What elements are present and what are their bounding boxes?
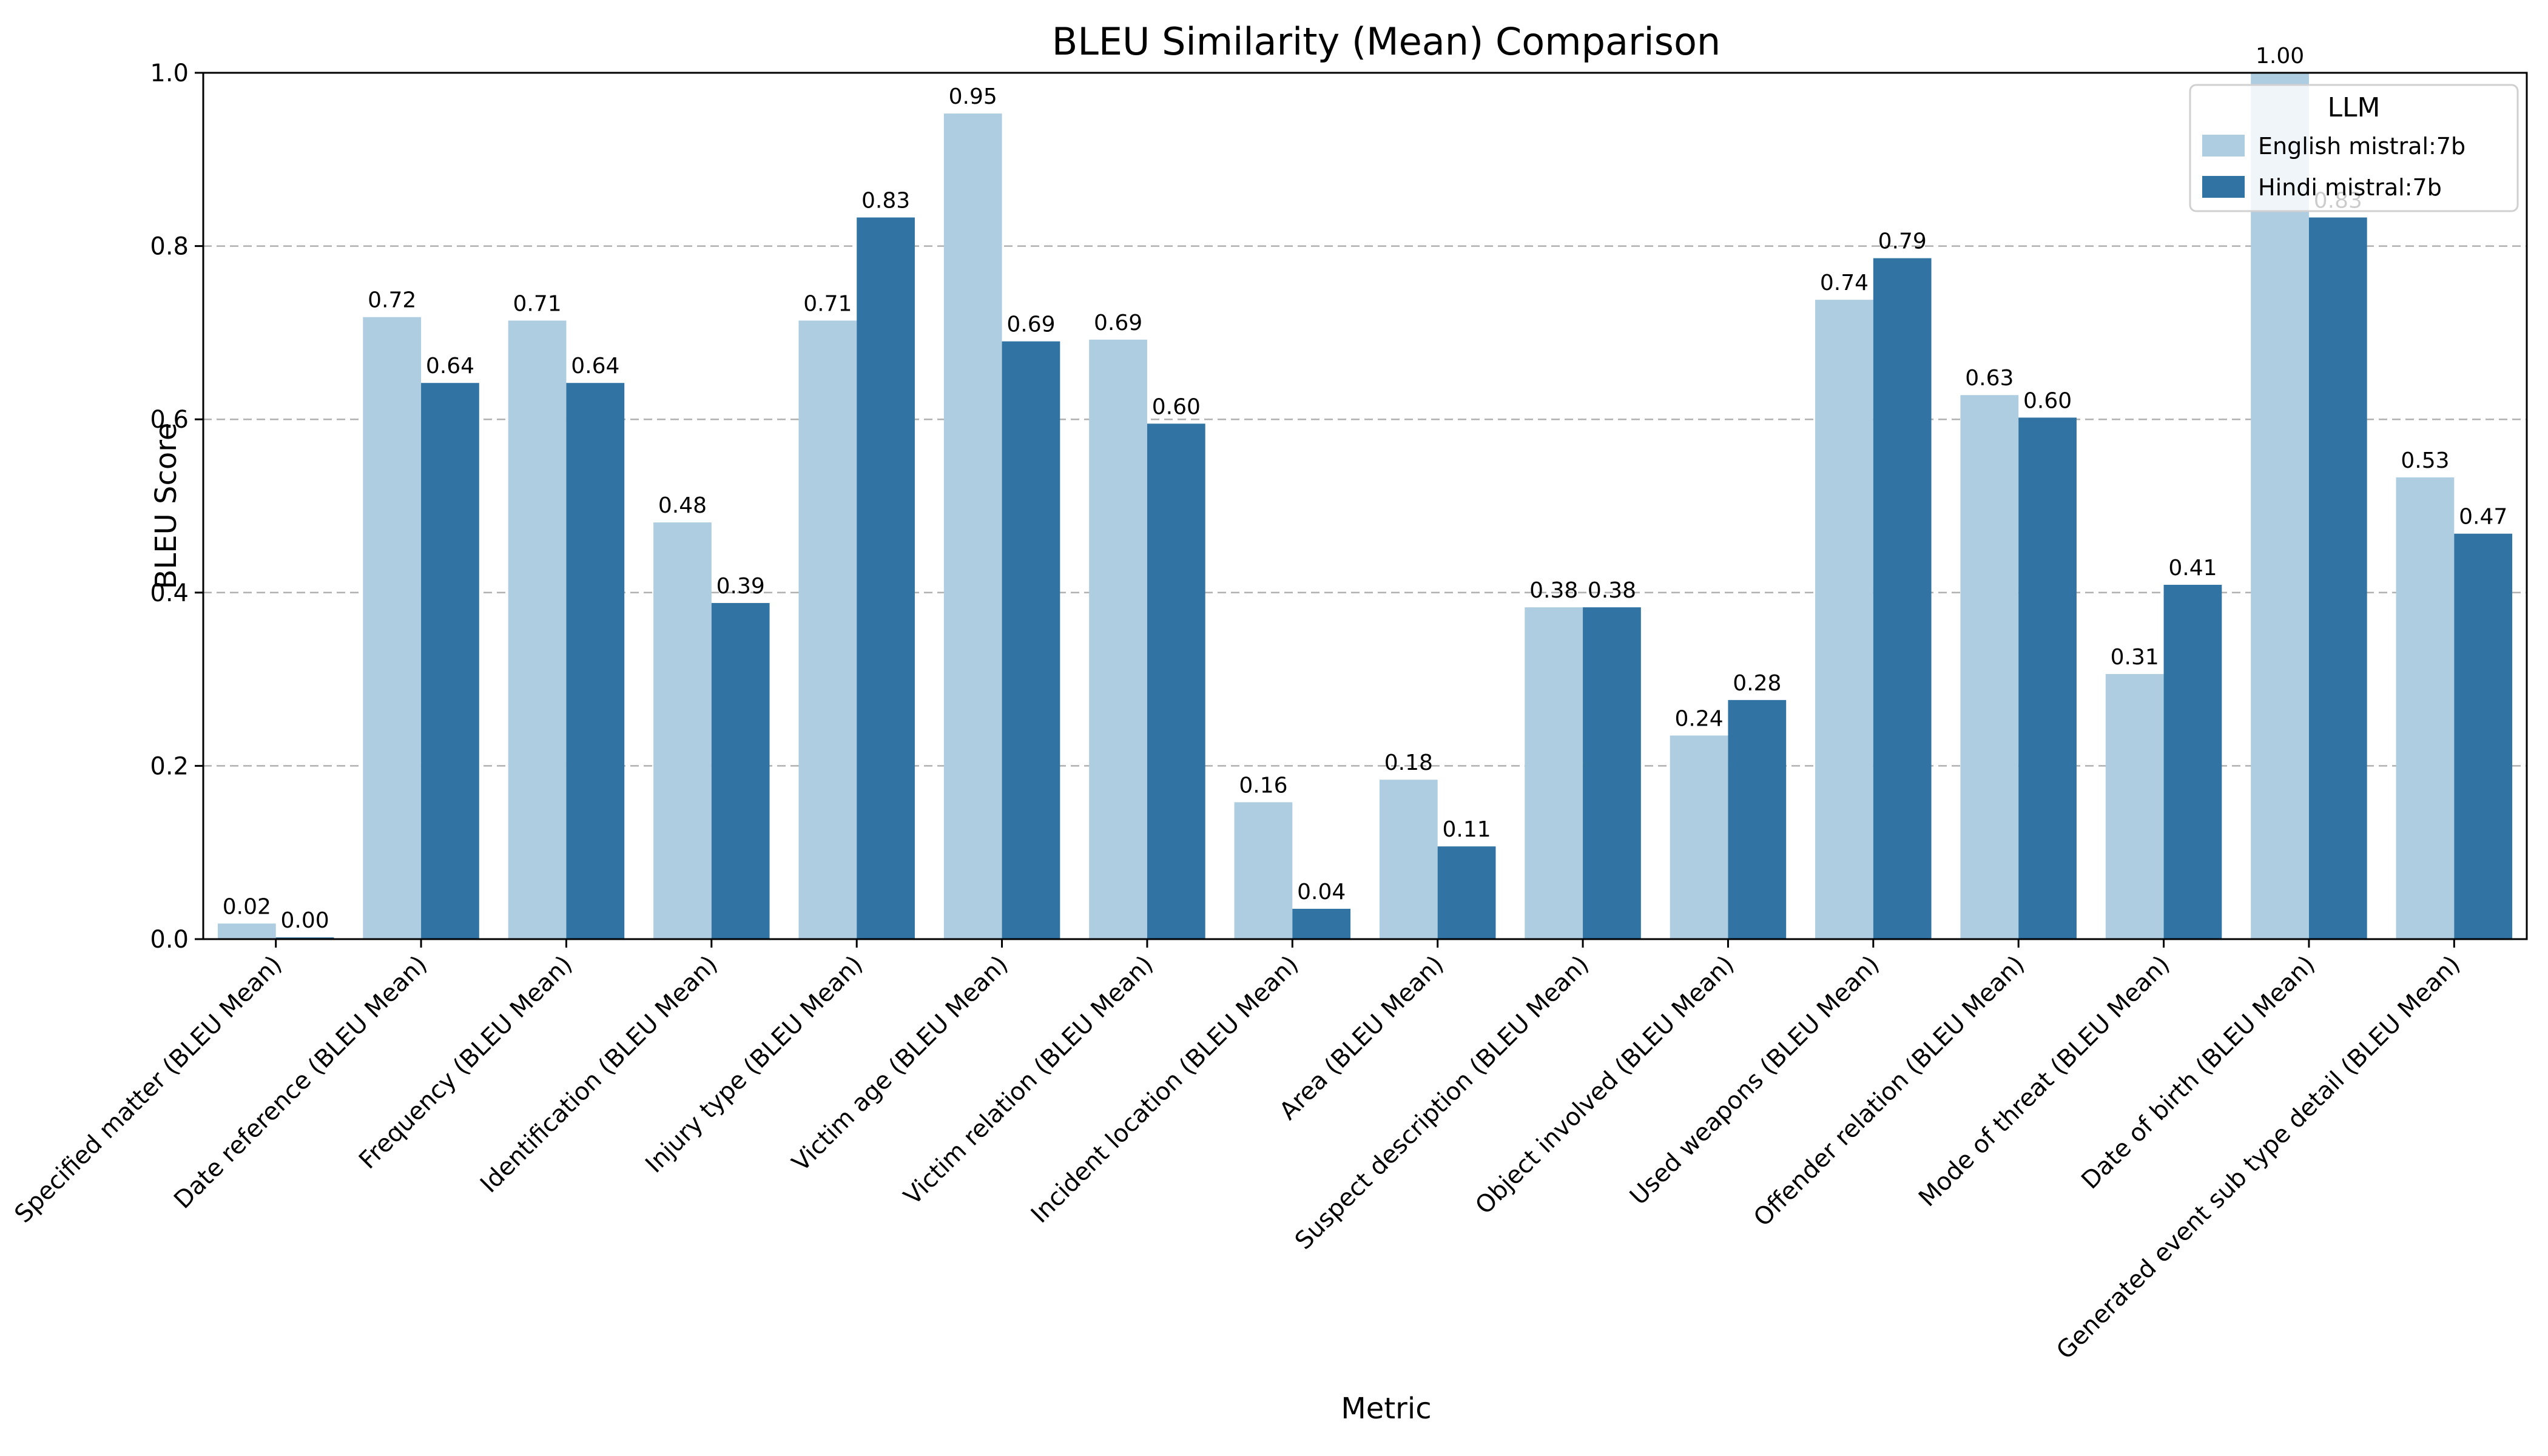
bar-value-label: 0.47 <box>2459 505 2507 530</box>
bar-value-label: 0.72 <box>368 288 416 313</box>
bar-hindi <box>2454 533 2513 939</box>
bar-hindi <box>1583 607 1641 939</box>
bar-value-label: 0.18 <box>1384 750 1433 775</box>
bar-hindi <box>1147 423 1205 939</box>
bar-english <box>217 923 276 939</box>
bar-value-label: 0.95 <box>949 84 997 109</box>
bar-value-label: 0.60 <box>1152 394 1201 419</box>
bar-english <box>2396 477 2455 939</box>
chart-title: BLEU Similarity (Mean) Comparison <box>1052 19 1721 64</box>
bar-hindi <box>1728 699 1787 939</box>
bar-english <box>2251 73 2309 939</box>
bar-hindi <box>1437 846 1496 939</box>
bar-value-label: 0.02 <box>223 894 271 919</box>
bar-value-label: 0.16 <box>1239 773 1287 798</box>
y-tick-label: 0.8 <box>150 233 189 261</box>
y-tick-label: 0.0 <box>150 926 189 954</box>
bar-english <box>1815 300 1873 939</box>
bar-english <box>363 317 422 939</box>
bar-english <box>1670 735 1728 939</box>
bar-value-label: 0.00 <box>280 908 329 933</box>
bar-english <box>653 522 712 939</box>
bar-value-label: 0.11 <box>1442 817 1491 842</box>
bar-hindi <box>1873 258 1932 939</box>
bar-value-label: 0.74 <box>1820 271 1869 295</box>
y-tick-label: 0.6 <box>150 406 189 434</box>
bar-value-label: 0.38 <box>1529 578 1578 603</box>
plot-frame <box>202 72 2528 940</box>
y-axis-label: BLEU Score <box>149 423 183 590</box>
bar-english <box>508 320 567 939</box>
y-tick-label: 0.2 <box>150 752 189 780</box>
bar-value-label: 0.64 <box>571 354 619 379</box>
bar-value-label: 0.28 <box>1733 671 1781 696</box>
bar-hindi <box>566 383 625 939</box>
bar-value-label: 0.31 <box>2111 645 2159 670</box>
bar-english <box>798 320 857 939</box>
bar-value-label: 0.69 <box>1094 311 1142 335</box>
y-tick-label: 0.4 <box>150 579 189 607</box>
bar-hindi <box>857 217 915 939</box>
legend-label-english: English mistral:7b <box>2258 133 2465 160</box>
bar-value-label: 0.60 <box>2023 388 2072 413</box>
bar-english <box>1089 339 1147 939</box>
bars <box>217 73 2513 940</box>
bar-value-label: 0.71 <box>513 291 561 316</box>
bar-hindi <box>2163 584 2222 939</box>
bar-hindi <box>711 602 770 939</box>
bar-english <box>1525 607 1583 939</box>
bar-english <box>943 113 1002 940</box>
bar-english <box>2105 674 2164 939</box>
legend-label-hindi: Hindi mistral:7b <box>2258 174 2442 201</box>
bar-english <box>1379 780 1438 939</box>
bar-value-label: 0.69 <box>1006 312 1055 337</box>
bar-value-label: 0.79 <box>1878 229 1927 254</box>
legend-box <box>2189 84 2519 212</box>
bar-hindi <box>2308 217 2367 939</box>
x-axis-label: Metric <box>1341 1392 1431 1426</box>
legend-swatch-hindi <box>2202 176 2245 198</box>
y-tick-label: 1.0 <box>150 59 189 87</box>
bar-value-label: 0.48 <box>658 493 707 518</box>
legend-swatch-english <box>2202 135 2245 157</box>
legend: LLM English mistral:7b Hindi mistral:7b <box>2189 84 2519 212</box>
bar-value-label: 0.64 <box>426 354 474 379</box>
bar-value-label: 0.41 <box>2168 556 2217 581</box>
legend-title: LLM <box>2328 92 2381 123</box>
bar-english <box>1960 395 2019 939</box>
bar-value-label: 0.83 <box>861 188 910 213</box>
bar-value-label: 0.38 <box>1588 578 1636 603</box>
bar-english <box>1234 802 1293 939</box>
bar-hindi <box>1002 341 1060 939</box>
bar-hindi <box>421 383 479 939</box>
bar-value-label: 0.04 <box>1297 880 1346 905</box>
bar-hindi <box>1292 909 1351 939</box>
bar-value-label: 0.24 <box>1674 706 1723 731</box>
bar-value-label: 1.00 <box>2256 44 2304 69</box>
bar-value-label: 0.39 <box>716 574 765 599</box>
bar-value-labels: 0.02 0.72 0.71 0.48 0.71 0.95 0.69 0.16 0.18 0.38… <box>223 44 2508 933</box>
y-axis: 0.0 0.2 0.4 0.6 0.8 1.0 <box>150 59 203 954</box>
bar-value-label: 0.71 <box>803 291 852 316</box>
bar-hindi <box>2018 417 2077 939</box>
bar-value-label: 0.53 <box>2401 448 2449 473</box>
bar-value-label: 0.63 <box>1965 366 2014 391</box>
